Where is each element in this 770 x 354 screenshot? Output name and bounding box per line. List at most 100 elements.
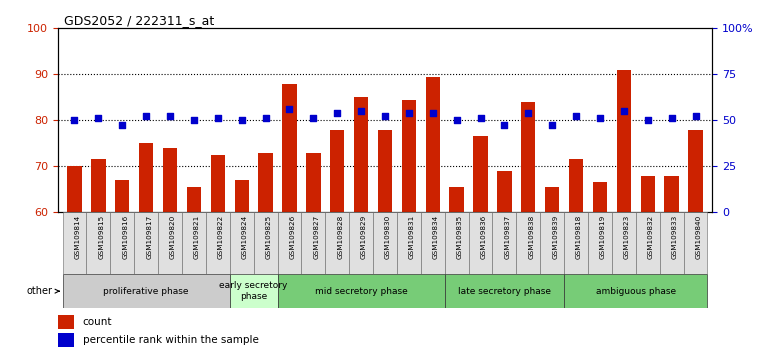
Text: other: other bbox=[27, 286, 59, 296]
Text: early secretory
phase: early secretory phase bbox=[219, 281, 288, 301]
Point bbox=[283, 106, 296, 112]
Bar bbox=[306, 153, 320, 212]
Text: GSM109835: GSM109835 bbox=[457, 214, 463, 258]
Bar bbox=[62, 212, 86, 274]
Text: GSM109822: GSM109822 bbox=[218, 214, 224, 258]
Bar bbox=[445, 274, 564, 308]
Text: GSM109820: GSM109820 bbox=[170, 214, 176, 258]
Bar bbox=[158, 212, 182, 274]
Text: GSM109821: GSM109821 bbox=[194, 214, 200, 258]
Point bbox=[665, 115, 678, 121]
Bar bbox=[517, 212, 541, 274]
Point bbox=[570, 113, 582, 119]
Bar bbox=[134, 212, 158, 274]
Bar bbox=[235, 180, 249, 212]
Text: GSM109819: GSM109819 bbox=[600, 214, 606, 258]
Point bbox=[355, 108, 367, 114]
Bar bbox=[469, 212, 493, 274]
Point bbox=[427, 111, 439, 116]
Text: GSM109817: GSM109817 bbox=[146, 214, 152, 258]
Point bbox=[259, 115, 272, 121]
Bar bbox=[86, 212, 110, 274]
Text: GSM109825: GSM109825 bbox=[266, 214, 272, 258]
Bar bbox=[378, 130, 392, 212]
Bar bbox=[259, 153, 273, 212]
Bar bbox=[564, 212, 588, 274]
Text: late secretory phase: late secretory phase bbox=[458, 287, 551, 296]
Point bbox=[116, 122, 129, 128]
Bar bbox=[617, 70, 631, 212]
Bar bbox=[229, 274, 277, 308]
Bar bbox=[277, 274, 445, 308]
Bar bbox=[58, 315, 74, 329]
Bar bbox=[325, 212, 349, 274]
Bar bbox=[253, 212, 277, 274]
Text: GSM109827: GSM109827 bbox=[313, 214, 320, 258]
Point bbox=[689, 113, 701, 119]
Point bbox=[188, 118, 200, 123]
Text: proliferative phase: proliferative phase bbox=[103, 287, 189, 296]
Bar bbox=[67, 166, 82, 212]
Text: GDS2052 / 222311_s_at: GDS2052 / 222311_s_at bbox=[65, 14, 215, 27]
Bar bbox=[445, 212, 469, 274]
Bar bbox=[62, 274, 229, 308]
Bar bbox=[564, 274, 708, 308]
Bar bbox=[497, 171, 511, 212]
Text: GSM109816: GSM109816 bbox=[122, 214, 129, 258]
Text: GSM109839: GSM109839 bbox=[552, 214, 558, 258]
Bar bbox=[397, 212, 421, 274]
Bar bbox=[450, 187, 464, 212]
Bar bbox=[660, 212, 684, 274]
Bar bbox=[612, 212, 636, 274]
Text: GSM109818: GSM109818 bbox=[576, 214, 582, 258]
Point bbox=[140, 113, 152, 119]
Point bbox=[641, 118, 654, 123]
Bar bbox=[474, 137, 487, 212]
Point bbox=[164, 113, 176, 119]
Bar bbox=[593, 183, 608, 212]
Bar bbox=[421, 212, 445, 274]
Bar bbox=[301, 212, 325, 274]
Point bbox=[403, 111, 415, 116]
Bar bbox=[545, 187, 559, 212]
Bar bbox=[426, 77, 440, 212]
Point bbox=[379, 113, 391, 119]
Bar bbox=[229, 212, 253, 274]
Point bbox=[331, 111, 343, 116]
Bar bbox=[541, 212, 564, 274]
Bar bbox=[206, 212, 229, 274]
Text: GSM109838: GSM109838 bbox=[528, 214, 534, 258]
Bar bbox=[330, 130, 344, 212]
Bar bbox=[162, 148, 177, 212]
Point bbox=[522, 111, 534, 116]
Point bbox=[307, 115, 320, 121]
Point bbox=[618, 108, 630, 114]
Text: GSM109826: GSM109826 bbox=[290, 214, 296, 258]
Bar bbox=[115, 180, 129, 212]
Text: GSM109829: GSM109829 bbox=[361, 214, 367, 258]
Point bbox=[498, 122, 511, 128]
Text: GSM109832: GSM109832 bbox=[648, 214, 654, 258]
Bar bbox=[521, 102, 535, 212]
Text: GSM109834: GSM109834 bbox=[433, 214, 439, 258]
Bar bbox=[688, 130, 703, 212]
Bar bbox=[373, 212, 397, 274]
Text: GSM109828: GSM109828 bbox=[337, 214, 343, 258]
Point bbox=[594, 115, 606, 121]
Text: GSM109823: GSM109823 bbox=[624, 214, 630, 258]
Text: ambiguous phase: ambiguous phase bbox=[596, 287, 676, 296]
Text: GSM109840: GSM109840 bbox=[695, 214, 701, 258]
Bar bbox=[354, 97, 368, 212]
Text: GSM109831: GSM109831 bbox=[409, 214, 415, 258]
Bar bbox=[569, 159, 583, 212]
Text: GSM109815: GSM109815 bbox=[99, 214, 105, 258]
Bar bbox=[110, 212, 134, 274]
Point bbox=[236, 118, 248, 123]
Text: percentile rank within the sample: percentile rank within the sample bbox=[82, 335, 259, 345]
Bar bbox=[91, 159, 105, 212]
Bar bbox=[139, 143, 153, 212]
Point bbox=[69, 118, 81, 123]
Text: GSM109830: GSM109830 bbox=[385, 214, 391, 258]
Text: mid secretory phase: mid secretory phase bbox=[315, 287, 407, 296]
Text: GSM109836: GSM109836 bbox=[480, 214, 487, 258]
